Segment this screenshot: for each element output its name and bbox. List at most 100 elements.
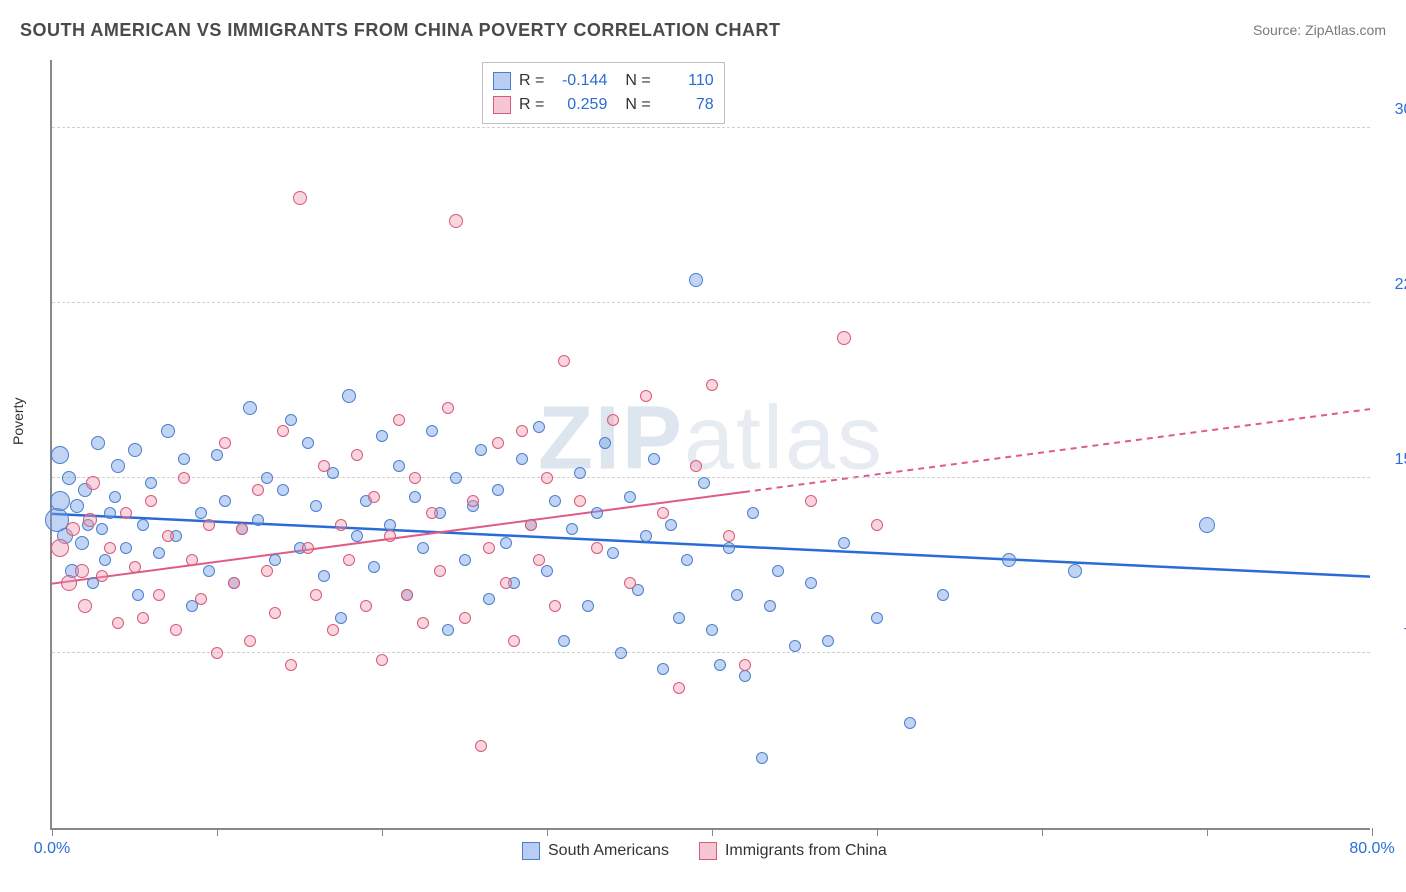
scatter-point — [351, 449, 363, 461]
scatter-point — [714, 659, 726, 671]
correlation-legend: R =-0.144N =110R =0.259N =78 — [482, 62, 725, 124]
scatter-point — [574, 467, 586, 479]
scatter-point — [120, 507, 132, 519]
scatter-point — [343, 554, 355, 566]
scatter-point — [78, 599, 92, 613]
scatter-point — [203, 519, 215, 531]
scatter-point — [475, 740, 487, 752]
scatter-point — [756, 752, 768, 764]
scatter-point — [739, 670, 751, 682]
scatter-point — [186, 554, 198, 566]
scatter-point — [500, 577, 512, 589]
x-tick — [1372, 828, 1373, 836]
scatter-point — [591, 542, 603, 554]
scatter-point — [137, 519, 149, 531]
scatter-point — [285, 414, 297, 426]
scatter-point — [96, 570, 108, 582]
scatter-point — [500, 537, 512, 549]
x-tick-label: 80.0% — [1349, 840, 1394, 858]
scatter-point — [706, 624, 718, 636]
scatter-point — [269, 554, 281, 566]
scatter-point — [261, 565, 273, 577]
watermark-bold: ZIP — [538, 388, 684, 488]
scatter-point — [104, 542, 116, 554]
scatter-point — [475, 444, 487, 456]
y-tick-label: 7.5% — [1380, 626, 1406, 644]
chart-title: SOUTH AMERICAN VS IMMIGRANTS FROM CHINA … — [20, 20, 781, 41]
scatter-point — [426, 507, 438, 519]
x-tick — [52, 828, 53, 836]
scatter-point — [211, 449, 223, 461]
scatter-point — [409, 472, 421, 484]
scatter-point — [302, 437, 314, 449]
scatter-point — [508, 635, 520, 647]
scatter-point — [302, 542, 314, 554]
scatter-point — [615, 647, 627, 659]
scatter-point — [368, 561, 380, 573]
scatter-point — [624, 577, 636, 589]
series-legend: South AmericansImmigrants from China — [522, 842, 887, 860]
scatter-point — [533, 554, 545, 566]
scatter-point — [86, 476, 100, 490]
legend-swatch — [522, 842, 540, 860]
scatter-point — [541, 565, 553, 577]
scatter-point — [822, 635, 834, 647]
r-label: R = — [519, 69, 544, 93]
scatter-point — [492, 484, 504, 496]
scatter-point — [61, 575, 77, 591]
scatter-point — [1068, 564, 1082, 578]
scatter-point — [516, 453, 528, 465]
scatter-point — [318, 570, 330, 582]
x-tick — [382, 828, 383, 836]
scatter-point — [459, 612, 471, 624]
scatter-point — [195, 593, 207, 605]
scatter-point — [351, 530, 363, 542]
scatter-point — [75, 564, 89, 578]
scatter-point — [83, 513, 97, 527]
series-label: Immigrants from China — [725, 842, 887, 860]
scatter-point — [904, 717, 916, 729]
scatter-point — [112, 617, 124, 629]
scatter-point — [195, 507, 207, 519]
scatter-point — [871, 612, 883, 624]
x-tick-label: 0.0% — [34, 840, 70, 858]
scatter-point — [219, 495, 231, 507]
x-tick — [1042, 828, 1043, 836]
scatter-point — [50, 491, 70, 511]
scatter-point — [483, 593, 495, 605]
scatter-point — [417, 617, 429, 629]
scatter-point — [51, 446, 69, 464]
y-tick-label: 22.5% — [1380, 276, 1406, 294]
scatter-point — [607, 547, 619, 559]
scatter-point — [558, 635, 570, 647]
x-tick — [547, 828, 548, 836]
scatter-point — [327, 624, 339, 636]
scatter-point — [698, 477, 710, 489]
scatter-point — [459, 554, 471, 566]
scatter-point — [75, 536, 89, 550]
watermark: ZIPatlas — [538, 387, 884, 490]
n-value: 78 — [659, 93, 714, 117]
legend-swatch — [699, 842, 717, 860]
scatter-point — [128, 443, 142, 457]
scatter-point — [582, 600, 594, 612]
scatter-point — [533, 421, 545, 433]
scatter-point — [747, 507, 759, 519]
scatter-point — [109, 491, 121, 503]
series-legend-item: Immigrants from China — [699, 842, 887, 860]
scatter-point — [689, 273, 703, 287]
scatter-point — [70, 499, 84, 513]
scatter-point — [1199, 517, 1215, 533]
scatter-point — [434, 565, 446, 577]
scatter-point — [789, 640, 801, 652]
watermark-light: atlas — [684, 388, 884, 488]
scatter-point — [467, 495, 479, 507]
scatter-point — [937, 589, 949, 601]
scatter-point — [228, 577, 240, 589]
scatter-point — [285, 659, 297, 671]
scatter-point — [252, 514, 264, 526]
scatter-point — [657, 507, 669, 519]
scatter-point — [51, 539, 69, 557]
scatter-point — [203, 565, 215, 577]
n-value: 110 — [659, 69, 714, 93]
